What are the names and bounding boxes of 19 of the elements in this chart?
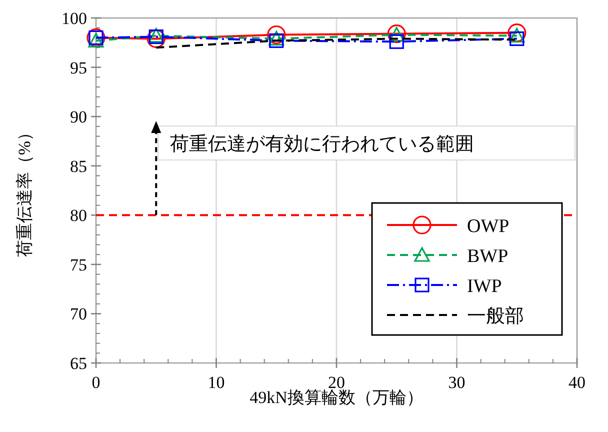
legend-label: BWP [467,246,508,267]
x-tick-label: 0 [92,373,100,392]
y-axis-title: 荷重伝達率（%） [15,124,34,258]
x-tick-label: 30 [448,373,466,392]
y-tick-label: 65 [70,354,87,373]
y-tick-label: 90 [70,108,87,127]
x-tick-label: 10 [208,373,225,392]
legend-label: IWP [467,276,502,297]
y-tick-label: 70 [70,304,87,324]
y-tick-label: 75 [70,255,87,274]
x-tick-label: 40 [568,373,586,392]
x-axis-title: 49kN換算輪数（万輪） [250,388,424,407]
legend-label: OWP [467,216,510,237]
y-tick-label: 95 [70,58,87,78]
y-tick-label: 80 [70,206,87,226]
annotation: 荷重伝達が有効に行われている範囲 [170,134,474,155]
legend-label: 一般部 [467,305,524,327]
y-tick-label: 100 [62,9,87,28]
y-tick-label: 85 [70,156,87,176]
